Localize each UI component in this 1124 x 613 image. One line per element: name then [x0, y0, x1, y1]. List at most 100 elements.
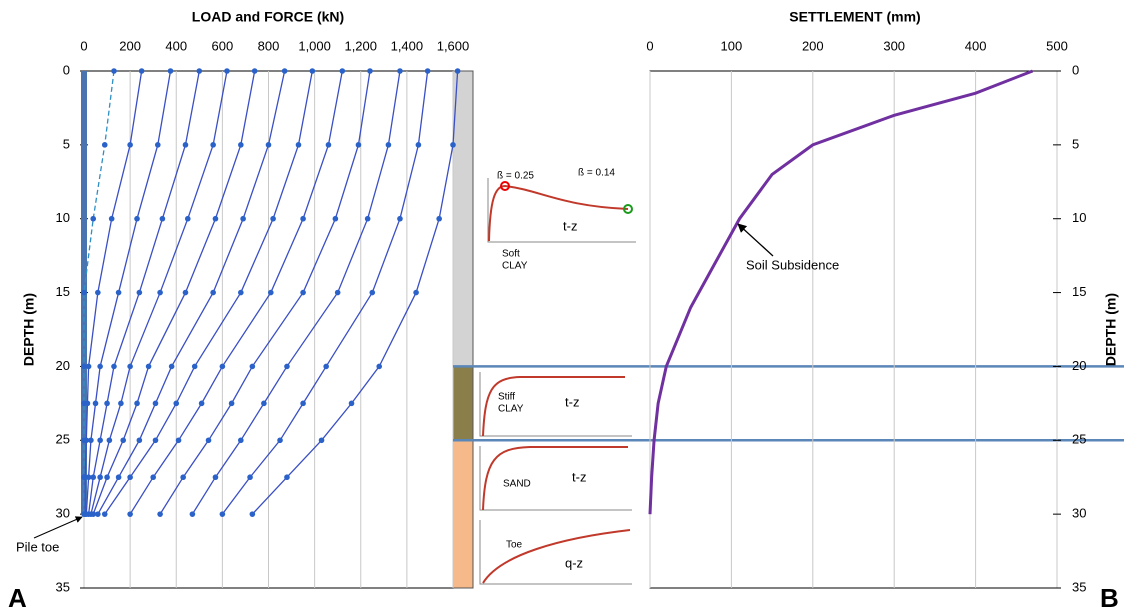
tz-curve	[482, 376, 625, 437]
x-tick-label: 1,000	[298, 38, 331, 53]
data-point	[219, 511, 226, 517]
series-line	[648, 69, 1034, 515]
data-point	[397, 68, 403, 74]
y-axis-label: DEPTH (m)	[21, 293, 37, 366]
data-point	[157, 289, 163, 296]
data-point	[249, 363, 256, 370]
data-point	[81, 289, 87, 296]
diagram-axis	[479, 446, 632, 511]
annotation: A	[8, 583, 27, 613]
data-point	[284, 474, 290, 481]
data-point	[127, 474, 133, 481]
residual-marker	[623, 204, 633, 214]
x-tick-label: 0	[80, 38, 87, 53]
data-point	[155, 142, 161, 148]
data-point	[90, 511, 97, 517]
data-point	[175, 437, 182, 444]
data-point	[300, 215, 306, 222]
data-point	[92, 400, 99, 407]
data-point	[300, 289, 306, 296]
data-point	[104, 400, 110, 407]
data-point	[127, 363, 133, 370]
data-point	[85, 474, 92, 481]
data-point	[180, 474, 186, 481]
x-tick-label: 400	[165, 38, 187, 53]
data-point	[210, 289, 216, 296]
data-point	[84, 400, 91, 407]
data-point	[134, 400, 140, 407]
data-point	[95, 289, 101, 296]
data-point	[251, 68, 258, 74]
plot-area	[649, 70, 1058, 589]
data-point	[309, 68, 316, 74]
annotation: Soil Subsidence	[746, 257, 839, 272]
annotation: t-z	[572, 469, 586, 484]
y-tick-label: 5	[1072, 136, 1079, 151]
x-tick-label: 1,200	[344, 38, 377, 53]
data-point	[240, 215, 246, 222]
annotation: ß = 0.25	[497, 171, 534, 182]
x-tick-label: 200	[802, 38, 824, 53]
data-point	[145, 363, 152, 370]
data-point	[85, 363, 92, 370]
data-point	[198, 400, 205, 407]
qz-curve	[482, 529, 631, 584]
data-point	[159, 215, 166, 222]
data-point	[268, 289, 274, 296]
y-tick-label: 15	[56, 284, 70, 299]
annotation: SAND	[503, 479, 531, 490]
data-point	[81, 363, 87, 370]
data-point	[136, 289, 143, 296]
data-point	[436, 215, 442, 222]
data-point	[413, 289, 419, 296]
data-point	[127, 142, 133, 148]
x-tick-label: 100	[721, 38, 743, 53]
data-point	[184, 215, 191, 222]
x-tick-label: 1,400	[391, 38, 424, 53]
data-point	[83, 437, 90, 444]
y-tick-label: 30	[1072, 506, 1086, 521]
data-point	[355, 142, 362, 148]
diagram-axis	[479, 520, 632, 585]
y-tick-label: 25	[1072, 432, 1086, 447]
y-tick-label: 35	[1072, 579, 1086, 594]
peak-marker	[500, 181, 510, 191]
tz-diagrams	[479, 178, 636, 585]
data-point	[385, 142, 392, 148]
data-point	[332, 215, 339, 222]
y-tick-label: 10	[56, 210, 70, 225]
data-point	[136, 437, 143, 444]
data-point	[454, 68, 461, 74]
data-point	[205, 437, 212, 444]
annotation: t-z	[565, 394, 579, 409]
data-point	[295, 142, 302, 148]
chart-title: SETTLEMENT (mm)	[789, 9, 920, 25]
data-point	[108, 215, 115, 222]
data-point	[150, 474, 156, 481]
x-tick-label: 0	[646, 38, 653, 53]
data-point	[325, 142, 332, 148]
annotation: t-z	[563, 218, 577, 233]
data-point	[224, 68, 230, 74]
tz-curve	[482, 446, 628, 511]
chart-title: LOAD and FORCE (kN)	[192, 9, 344, 25]
data-point	[376, 363, 383, 370]
annotation: Pile toe	[16, 539, 59, 554]
data-point	[212, 215, 219, 222]
data-point	[369, 289, 376, 296]
data-point	[167, 68, 174, 74]
y-tick-label: 10	[1072, 210, 1086, 225]
data-point	[247, 474, 253, 481]
data-point	[152, 400, 159, 407]
y-tick-label: 20	[56, 358, 70, 373]
data-point	[182, 289, 189, 296]
series-line	[191, 70, 401, 515]
data-point	[111, 68, 117, 74]
data-point	[277, 437, 283, 444]
data-point	[238, 437, 244, 444]
data-point	[281, 68, 288, 74]
data-point	[127, 511, 133, 517]
data-point	[90, 215, 97, 222]
data-point	[261, 400, 267, 407]
